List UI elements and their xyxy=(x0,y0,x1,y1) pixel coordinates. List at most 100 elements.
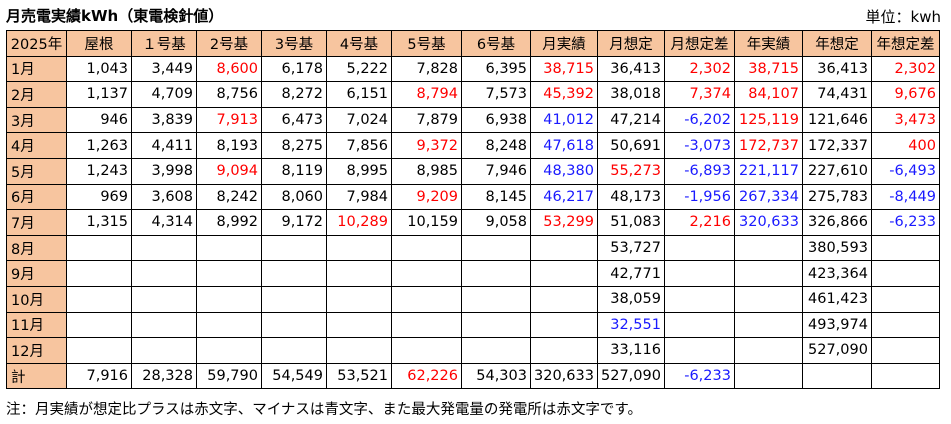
row-label: 9月 xyxy=(6,260,67,287)
table-cell: 6,395 xyxy=(461,55,531,83)
table-cell xyxy=(870,285,940,313)
table-cell: 8,145 xyxy=(461,183,531,211)
generation-table: 2025年 屋根 １号基 2号基 3号基 4号基 5号基 6号基 月実績 月想定 月想定差 年実績 年想… xyxy=(6,30,940,390)
table-cell: 53,727 xyxy=(596,234,665,262)
table-cell xyxy=(733,337,803,364)
row-label: 6月 xyxy=(6,183,67,211)
table-cell xyxy=(196,234,262,262)
table-cell: 53,299 xyxy=(530,209,598,236)
table-cell: 55,273 xyxy=(596,157,665,185)
table-cell xyxy=(391,285,462,313)
table-cell xyxy=(461,234,531,262)
table-cell: 47,618 xyxy=(530,132,598,159)
table-cell: 7,916 xyxy=(66,362,132,390)
table-cell xyxy=(870,234,940,262)
table-row: 3月 946 3,839 7,913 6,473 7,024 7,879 6,938 41,01… xyxy=(6,106,940,134)
table-cell xyxy=(196,260,262,287)
row-label: 11月 xyxy=(6,311,67,339)
table-cell: 527,090 xyxy=(596,362,665,390)
table-row: 8月 53,727 380,593 xyxy=(6,234,940,262)
table-cell: 48,380 xyxy=(530,157,598,185)
table-cell: 326,866 xyxy=(801,209,872,236)
table-cell xyxy=(196,285,262,313)
table-cell: 84,107 xyxy=(733,81,803,108)
table-cell xyxy=(326,234,392,262)
table-cell xyxy=(66,234,132,262)
table-cell: 8,272 xyxy=(261,81,327,108)
table-row: 1月 1,043 3,449 8,600 6,178 5,222 7,828 6,395 38,… xyxy=(6,55,940,83)
table-cell: 320,633 xyxy=(530,362,598,390)
table-cell: 527,090 xyxy=(801,337,872,364)
table-cell: 32,551 xyxy=(596,311,665,339)
column-header: 年実績 xyxy=(733,30,803,57)
column-header: 6号基 xyxy=(461,30,531,57)
table-cell: 3,608 xyxy=(131,183,197,211)
table-cell: -6,493 xyxy=(870,157,940,185)
table-cell xyxy=(461,260,531,287)
table-cell: 38,018 xyxy=(596,81,665,108)
table-cell xyxy=(530,234,598,262)
row-label: 3月 xyxy=(6,106,67,134)
table-cell: 1,137 xyxy=(66,81,132,108)
table-cell: 8,992 xyxy=(196,209,262,236)
table-cell: 8,600 xyxy=(196,55,262,83)
table-cell xyxy=(261,260,327,287)
table-cell xyxy=(530,260,598,287)
table-cell: 125,119 xyxy=(733,106,803,134)
column-header: 年想定差 xyxy=(870,30,940,57)
row-label: 7月 xyxy=(6,209,67,236)
column-header: 月想定 xyxy=(596,30,665,57)
table-cell: 50,691 xyxy=(596,132,665,159)
table-cell xyxy=(131,234,197,262)
table-cell: 1,043 xyxy=(66,55,132,83)
column-header: 5号基 xyxy=(391,30,462,57)
table-cell: 7,828 xyxy=(391,55,462,83)
table-cell: 221,117 xyxy=(733,157,803,185)
table-cell: 2,302 xyxy=(870,55,940,83)
table-cell: 45,392 xyxy=(530,81,598,108)
table-cell: 4,709 xyxy=(131,81,197,108)
table-row: 9月 42,771 423,364 xyxy=(6,260,940,287)
table-cell: 3,473 xyxy=(870,106,940,134)
table-cell xyxy=(461,337,531,364)
table-cell: 54,549 xyxy=(261,362,327,390)
table-cell: 6,938 xyxy=(461,106,531,134)
table-cell: 41,012 xyxy=(530,106,598,134)
table-cell xyxy=(663,311,735,339)
row-label: 4月 xyxy=(6,132,67,159)
table-cell: 6,178 xyxy=(261,55,327,83)
table-cell xyxy=(196,311,262,339)
table-cell xyxy=(663,337,735,364)
table-cell: 320,633 xyxy=(733,209,803,236)
column-header: １号基 xyxy=(131,30,197,57)
column-header: 屋根 xyxy=(66,30,132,57)
table-cell xyxy=(196,337,262,364)
table-cell xyxy=(261,234,327,262)
table-cell: 3,839 xyxy=(131,106,197,134)
table-cell: 1,243 xyxy=(66,157,132,185)
table-cell: 7,879 xyxy=(391,106,462,134)
table-row: 10月 38,059 461,423 xyxy=(6,285,940,313)
table-title: 月売電実績kWh（東電検針値） xyxy=(6,7,224,25)
table-row: 計 7,916 28,328 59,790 54,549 53,521 62,226 54,3… xyxy=(6,362,940,390)
table-cell xyxy=(326,337,392,364)
table-cell: 946 xyxy=(66,106,132,134)
table-cell: 7,573 xyxy=(461,81,531,108)
table-cell: 28,328 xyxy=(131,362,197,390)
table-cell xyxy=(733,362,803,390)
row-label: 8月 xyxy=(6,234,67,262)
table-cell xyxy=(66,337,132,364)
column-header: 3号基 xyxy=(261,30,327,57)
table-cell: 54,303 xyxy=(461,362,531,390)
table-cell: 121,646 xyxy=(801,106,872,134)
table-cell: 1,315 xyxy=(66,209,132,236)
column-header: 月想定差 xyxy=(663,30,735,57)
table-row: 4月 1,263 4,411 8,193 8,275 7,856 9,372 8,248 47,… xyxy=(6,132,940,159)
table-cell: 5,222 xyxy=(326,55,392,83)
table-cell: 9,372 xyxy=(391,132,462,159)
table-cell: 10,289 xyxy=(326,209,392,236)
table-cell xyxy=(801,362,872,390)
table-cell xyxy=(530,311,598,339)
table-cell: 3,449 xyxy=(131,55,197,83)
column-header: 2025年 xyxy=(6,30,67,57)
